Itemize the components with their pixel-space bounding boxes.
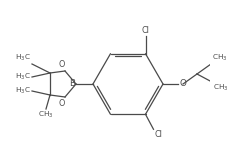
Text: B: B [69,80,75,89]
Text: H$_3$C: H$_3$C [16,53,31,63]
Text: O: O [58,60,64,69]
Text: CH$_3$: CH$_3$ [38,110,54,120]
Text: CH$_3$: CH$_3$ [212,53,228,63]
Text: O: O [58,99,64,108]
Text: O: O [179,80,186,89]
Text: Cl: Cl [155,130,162,139]
Text: CH$_3$: CH$_3$ [213,83,228,93]
Text: H$_3$C: H$_3$C [16,86,31,96]
Text: H$_3$C: H$_3$C [16,72,31,82]
Text: Cl: Cl [142,26,149,35]
